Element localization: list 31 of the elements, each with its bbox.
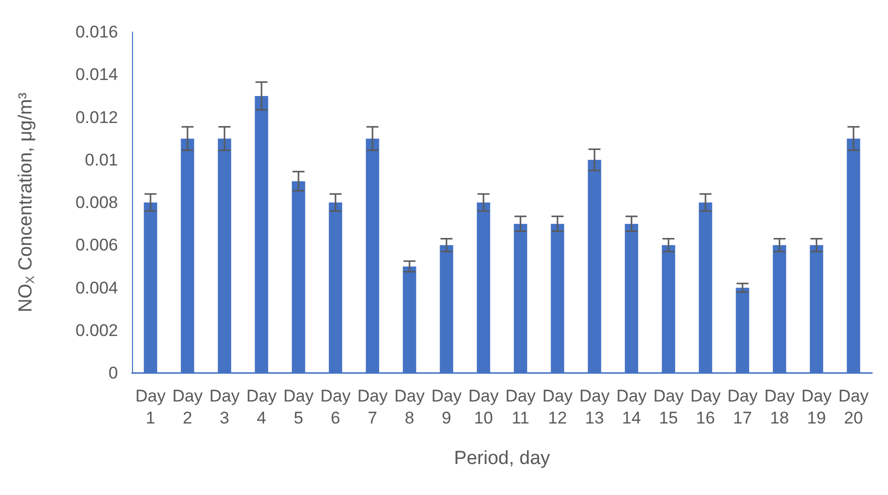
y-tick-label: 0.004 — [75, 278, 118, 298]
x-tick-label: Day 1 — [135, 386, 166, 428]
x-tick-label: Day 18 — [764, 386, 796, 428]
y-tick-label: 0.002 — [75, 320, 118, 340]
x-tick-label: Day 2 — [172, 386, 204, 428]
x-tick-label: Day 8 — [394, 386, 426, 428]
y-tick-label: 0.006 — [75, 236, 118, 255]
x-axis-title: Period, day — [454, 448, 551, 469]
x-tick-label: Day 16 — [690, 386, 722, 428]
x-tick-label: Day 17 — [727, 386, 758, 428]
x-tick-label: Day 13 — [579, 386, 610, 428]
x-tick-label: Day 11 — [505, 386, 536, 428]
x-tick-label: Day 19 — [801, 386, 832, 428]
x-tick-label: Day 5 — [283, 386, 314, 428]
y-tick-label: 0.016 — [75, 22, 118, 42]
x-tick-label: Day 12 — [542, 386, 574, 428]
x-tick-label: Day 6 — [320, 386, 352, 428]
x-tick-label: Day 9 — [431, 386, 462, 428]
y-tick-label: 0.014 — [75, 65, 118, 84]
y-tick-label: 0.012 — [75, 108, 118, 127]
y-tick-label: 0.01 — [84, 150, 118, 170]
x-tick-label: Day 10 — [468, 386, 500, 428]
y-tick-label: 0 — [108, 364, 118, 382]
x-tick-label: Day 3 — [209, 386, 240, 428]
y-axis-title: NOX Concentration, μg/m³ — [16, 92, 37, 312]
x-tick-label: Day 7 — [357, 386, 388, 428]
x-tick-label: Day 20 — [838, 386, 870, 428]
x-tick-label: Day 15 — [653, 386, 684, 428]
x-tick-label: Day 14 — [616, 386, 648, 428]
y-tick-label: 0.008 — [75, 193, 118, 212]
x-tick-label: Day 4 — [246, 386, 278, 428]
